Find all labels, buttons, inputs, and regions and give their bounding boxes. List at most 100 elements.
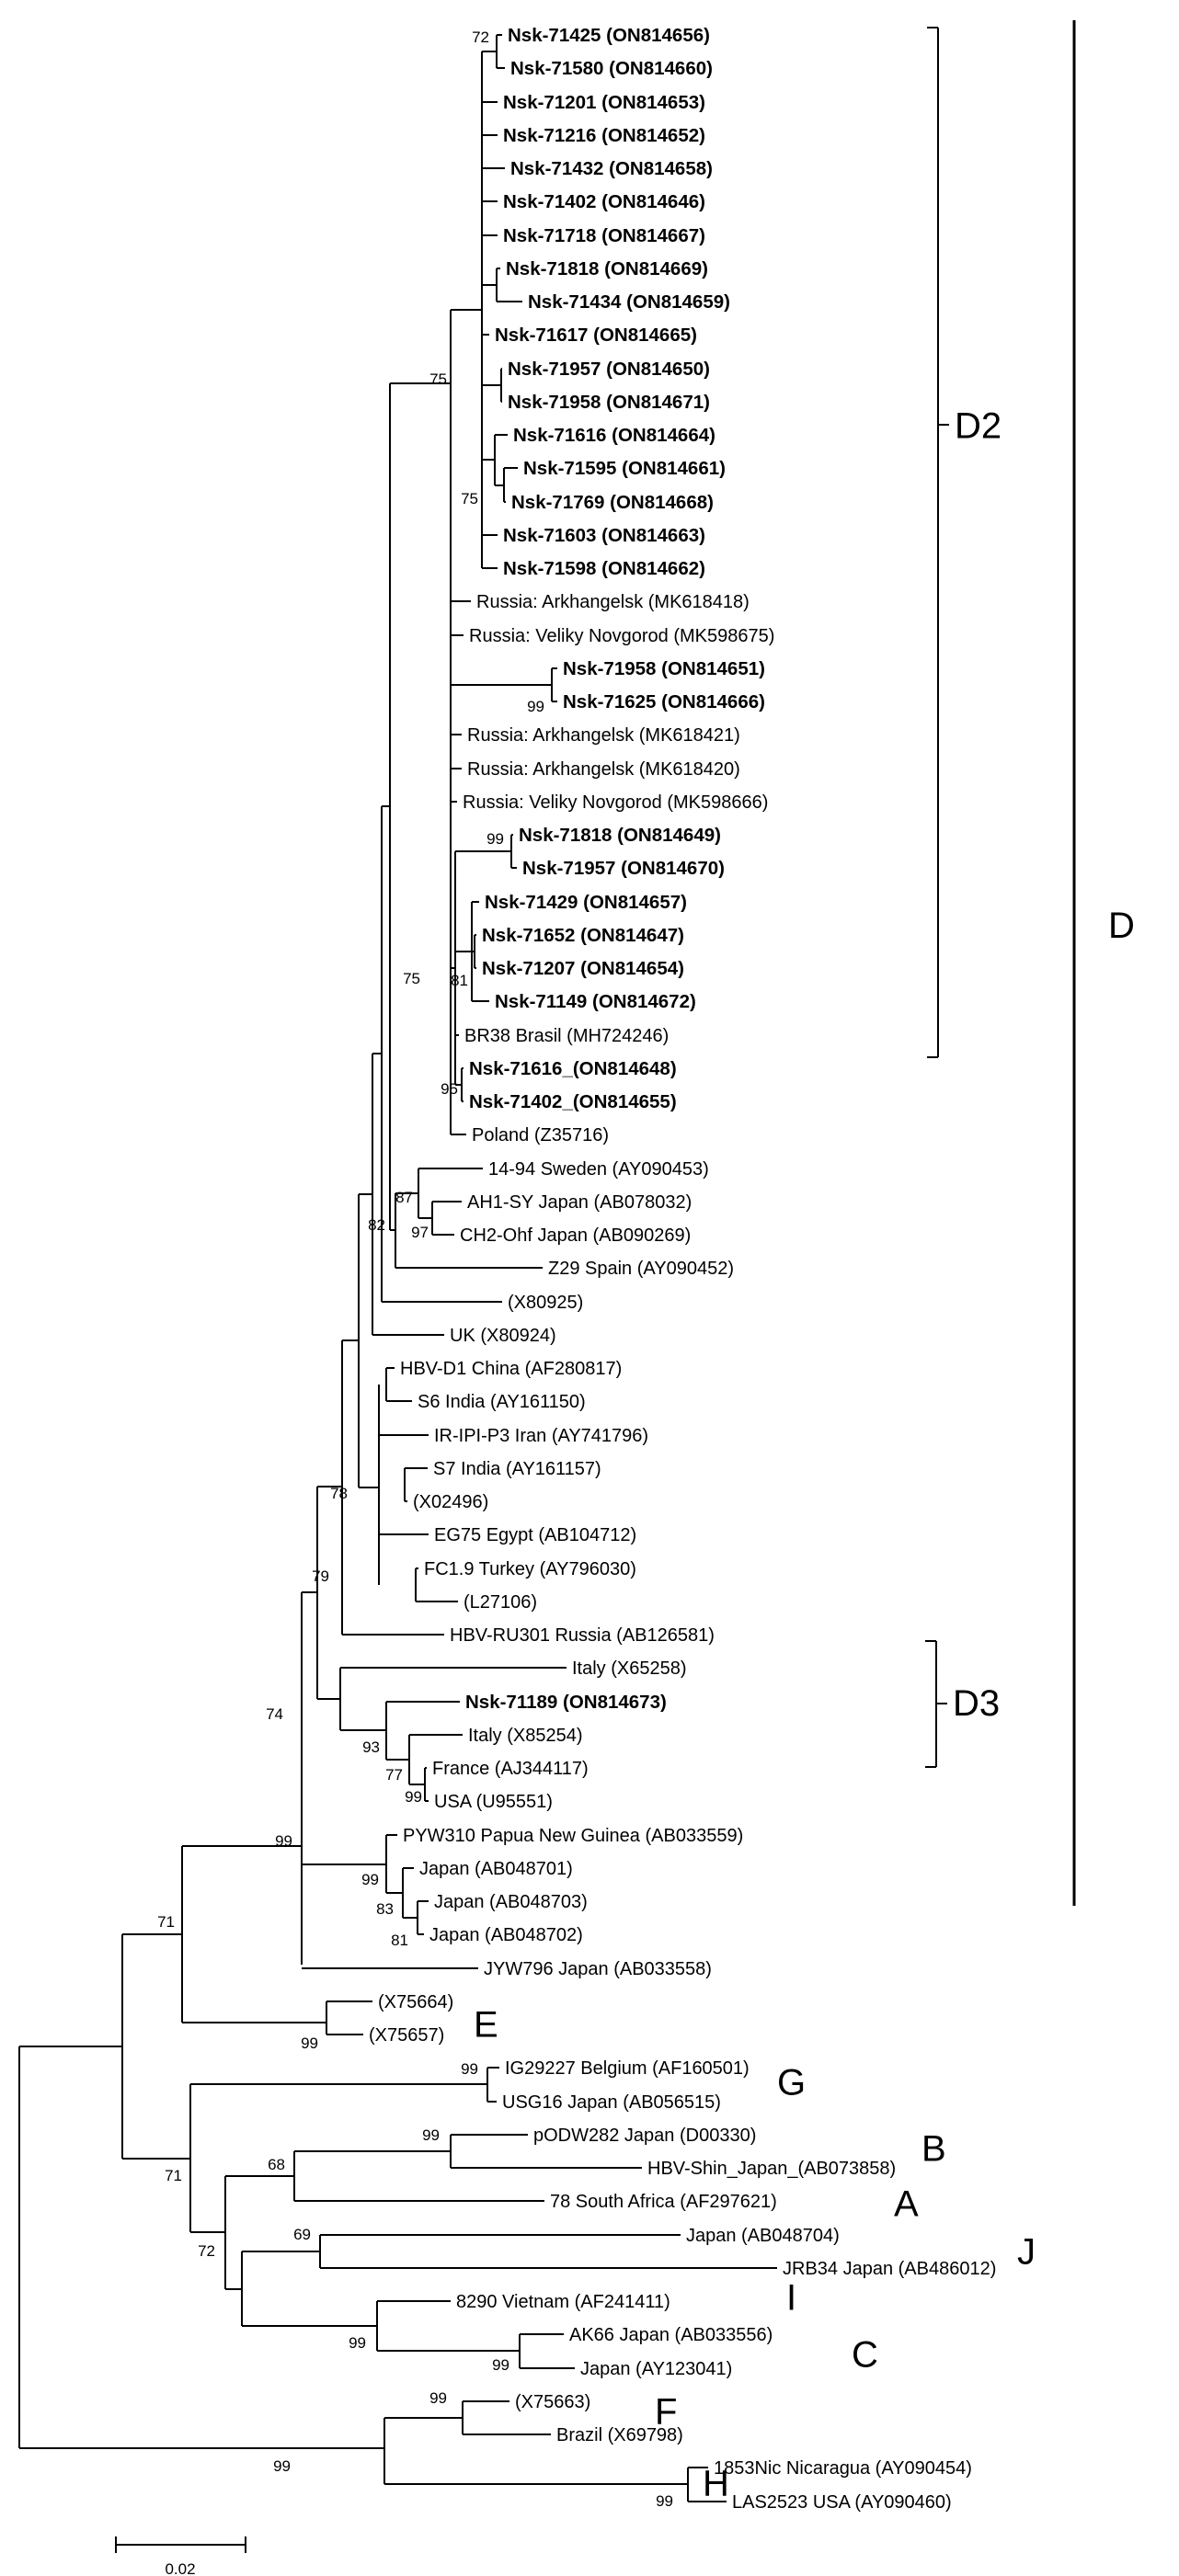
taxon-label: Nsk-71189 (ON814673) xyxy=(465,1692,667,1713)
taxon-label: Nsk-71769 (ON814668) xyxy=(511,492,714,513)
taxon-label: S6 India (AY161150) xyxy=(418,1392,586,1412)
bootstrap-value: 72 xyxy=(198,2242,215,2260)
taxon-label: Nsk-71958 (ON814651) xyxy=(563,658,765,679)
taxon-label: FC1.9 Turkey (AY796030) xyxy=(424,1559,636,1579)
taxon-label: Poland (Z35716) xyxy=(472,1125,609,1146)
taxon-label: Nsk-71616 (ON814664) xyxy=(513,425,715,446)
taxon-label: Nsk-71957 (ON814650) xyxy=(508,359,710,380)
taxon-label: Nsk-71432 (ON814658) xyxy=(510,158,713,179)
bootstrap-value: 79 xyxy=(312,1567,329,1585)
taxon-label: Nsk-71434 (ON814659) xyxy=(528,291,730,313)
bootstrap-value: 99 xyxy=(349,2334,366,2352)
bootstrap-value: 74 xyxy=(266,1705,283,1723)
taxon-label: (L27106) xyxy=(464,1592,537,1613)
taxon-label: (X02496) xyxy=(413,1492,488,1512)
taxon-label: 78 South Africa (AF297621) xyxy=(550,2192,777,2212)
taxon-label: Nsk-71625 (ON814666) xyxy=(563,691,765,712)
taxon-label: Nsk-71617 (ON814665) xyxy=(495,325,697,346)
taxon-label: LAS2523 USA (AY090460) xyxy=(732,2492,952,2513)
clade-letter: D2 xyxy=(955,405,1002,446)
bootstrap-value: 78 xyxy=(330,1485,348,1502)
taxon-label: USG16 Japan (AB056515) xyxy=(502,2092,721,2113)
taxon-label: Nsk-71207 (ON814654) xyxy=(482,958,684,979)
clade-letter: A xyxy=(894,2183,919,2224)
taxon-label: Z29 Spain (AY090452) xyxy=(548,1259,734,1279)
taxon-label: HBV-RU301 Russia (AB126581) xyxy=(450,1625,715,1646)
taxon-label: (X80925) xyxy=(508,1293,583,1313)
taxon-label: 1853Nic Nicaragua (AY090454) xyxy=(714,2458,972,2479)
bootstrap-value: 99 xyxy=(422,2126,440,2144)
taxon-label: Nsk-71958 (ON814671) xyxy=(508,392,710,413)
bootstrap-value: 95 xyxy=(441,1080,458,1098)
clade-letter: E xyxy=(474,2004,498,2045)
taxon-label: Japan (AB048702) xyxy=(429,1925,583,1945)
taxon-label: EG75 Egypt (AB104712) xyxy=(434,1525,636,1545)
clade-letter: G xyxy=(777,2062,806,2103)
taxon-label: Brazil (X69798) xyxy=(556,2425,683,2445)
bootstrap-value: 68 xyxy=(268,2156,285,2173)
taxon-label: Russia: Veliky Novgorod (MK598666) xyxy=(463,792,768,813)
taxon-label: AK66 Japan (AB033556) xyxy=(569,2325,773,2345)
bootstrap-value: 99 xyxy=(656,2492,673,2510)
taxon-label: Nsk-71580 (ON814660) xyxy=(510,58,713,79)
clade-letter: B xyxy=(921,2128,946,2169)
taxon-label: JYW796 Japan (AB033558) xyxy=(484,1959,712,1979)
taxon-label: Italy (X85254) xyxy=(468,1726,583,1746)
bootstrap-value: 71 xyxy=(165,2167,182,2184)
bootstrap-value: 99 xyxy=(361,1871,379,1888)
taxon-label: Japan (AB048704) xyxy=(686,2226,840,2246)
taxon-label: Nsk-71429 (ON814657) xyxy=(485,892,687,913)
clade-letter: D xyxy=(1108,906,1135,946)
taxon-label: Nsk-71603 (ON814663) xyxy=(503,525,705,546)
taxon-label: 14-94 Sweden (AY090453) xyxy=(488,1159,709,1180)
taxon-label: Russia: Arkhangelsk (MK618418) xyxy=(476,592,750,612)
taxon-label: Nsk-71652 (ON814647) xyxy=(482,925,684,946)
taxon-label: Russia: Veliky Novgorod (MK598675) xyxy=(469,626,774,646)
taxon-label: Nsk-71595 (ON814661) xyxy=(523,458,726,479)
taxon-label: Russia: Arkhangelsk (MK618421) xyxy=(467,725,740,746)
taxon-label: Nsk-71149 (ON814672) xyxy=(495,991,696,1012)
bootstrap-value: 69 xyxy=(293,2226,311,2243)
bootstrap-value: 75 xyxy=(403,970,420,987)
clade-letter: H xyxy=(703,2463,729,2503)
taxon-label: 8290 Vietnam (AF241411) xyxy=(456,2292,670,2312)
taxon-label: IR-IPI-P3 Iran (AY741796) xyxy=(434,1426,648,1446)
taxon-label: Nsk-71616_(ON814648) xyxy=(469,1058,677,1079)
bootstrap-value: 72 xyxy=(472,28,489,46)
scale-bar-label: 0.02 xyxy=(165,2560,195,2576)
bootstrap-value: 75 xyxy=(429,370,447,388)
bootstrap-value: 71 xyxy=(157,1913,175,1931)
taxon-label: HBV-D1 China (AF280817) xyxy=(400,1359,622,1379)
clade-letter: D3 xyxy=(953,1683,1000,1724)
bootstrap-value: 99 xyxy=(486,830,504,848)
clade-letter: I xyxy=(786,2277,796,2318)
taxon-label: Japan (AY123041) xyxy=(580,2359,732,2379)
taxon-label: BR38 Brasil (MH724246) xyxy=(464,1026,669,1046)
taxon-label: (X75657) xyxy=(369,2025,444,2046)
bootstrap-value: 81 xyxy=(391,1932,408,1949)
bootstrap-value: 99 xyxy=(461,2060,478,2078)
taxon-label: Nsk-71718 (ON814667) xyxy=(503,225,705,246)
bootstrap-value: 99 xyxy=(527,698,544,715)
taxon-label: HBV-Shin_Japan_(AB073858) xyxy=(647,2159,896,2179)
taxon-label: Japan (AB048703) xyxy=(434,1892,588,1912)
bootstrap-value: 82 xyxy=(368,1216,385,1234)
bootstrap-value: 99 xyxy=(405,1788,422,1806)
taxon-label: AH1-SY Japan (AB078032) xyxy=(467,1192,692,1213)
taxon-label: PYW310 Papua New Guinea (AB033559) xyxy=(403,1826,743,1846)
taxon-label: Russia: Arkhangelsk (MK618420) xyxy=(467,759,740,780)
taxon-label: Nsk-71216 (ON814652) xyxy=(503,125,705,146)
bootstrap-value: 99 xyxy=(273,2457,291,2475)
bootstrap-value: 87 xyxy=(395,1189,413,1206)
taxon-label: pODW282 Japan (D00330) xyxy=(533,2126,756,2146)
bootstrap-value: 81 xyxy=(451,972,468,989)
bootstrap-value: 75 xyxy=(461,490,478,507)
bootstrap-value: 99 xyxy=(301,2035,318,2052)
taxon-label: France (AJ344117) xyxy=(432,1759,589,1779)
taxon-label: (X75663) xyxy=(515,2392,590,2412)
bootstrap-value: 99 xyxy=(429,2389,447,2407)
taxon-label: USA (U95551) xyxy=(434,1792,553,1812)
taxon-label: Nsk-71402_(ON814655) xyxy=(469,1091,677,1112)
